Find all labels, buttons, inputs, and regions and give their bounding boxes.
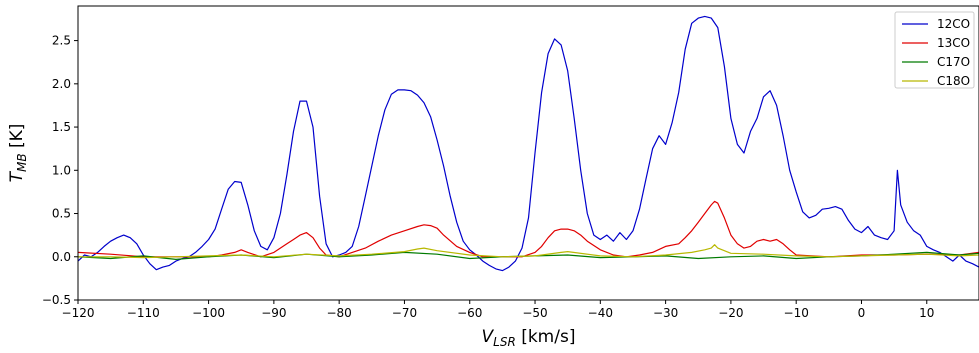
legend-label-12co: 12CO: [937, 17, 970, 31]
series-line-12co: [77, 15, 979, 272]
y-tick-label: 2.5: [52, 34, 71, 48]
x-axis-label-sub: LSR: [493, 335, 516, 349]
legend-label-c17o: C17O: [937, 55, 970, 69]
y-tick-label: 1.5: [52, 120, 71, 134]
series-layer: [77, 15, 979, 272]
x-axis-label-main: V: [482, 327, 495, 347]
x-tick-label: −120: [62, 306, 95, 320]
y-tick-label: −0.5: [42, 293, 71, 307]
series-line-c18o: [78, 244, 979, 259]
x-axis-label: VLSR [km/s]: [482, 327, 576, 349]
y-tick-label: 1.0: [52, 163, 71, 177]
x-tick-label: −70: [392, 306, 417, 320]
y-axis-label-unit: [K]: [7, 124, 27, 154]
x-tick-label: 0: [858, 306, 866, 320]
y-axis-label-main: T: [7, 170, 27, 182]
x-tick-label: −50: [522, 306, 547, 320]
legend-box: [894, 11, 975, 89]
y-tick-label: 2.0: [52, 77, 71, 91]
x-axis-label-unit: [km/s]: [516, 327, 576, 347]
y-axis-label-sub: MB: [15, 153, 29, 172]
x-tick-label: −60: [457, 306, 482, 320]
ticks-layer: −120 −110 −100 −90 −80 −70 −60 −50 −40 −30 −20 −10 0…: [42, 34, 935, 320]
x-tick-label: −20: [718, 306, 743, 320]
series-line-13co: [77, 200, 979, 258]
legend-label-c18o: C18O: [937, 74, 970, 88]
legend: 12CO 13CO C17O C18O: [894, 11, 975, 89]
x-tick-label: −30: [653, 306, 678, 320]
plot-area-frame: [77, 5, 979, 301]
x-tick-label: 10: [919, 306, 934, 320]
x-tick-label: −80: [326, 306, 351, 320]
x-tick-label: −90: [261, 306, 286, 320]
y-axis-label: TMB [K]: [7, 124, 29, 183]
x-tick-label: −40: [588, 306, 613, 320]
y-tick-label: 0.5: [52, 207, 71, 221]
legend-label-13co: 13CO: [937, 36, 970, 50]
x-tick-label: −110: [127, 306, 160, 320]
x-tick-label: −100: [192, 306, 225, 320]
y-tick-label: 0.0: [52, 250, 71, 264]
x-tick-label: −10: [784, 306, 809, 320]
